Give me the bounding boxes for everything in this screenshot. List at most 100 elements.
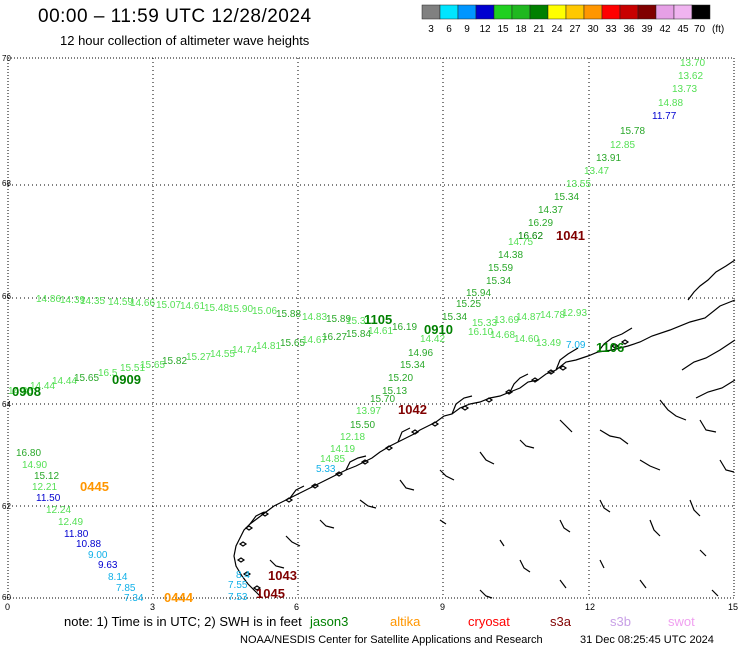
wave-height-reading: 15.59	[488, 263, 513, 274]
track-id-label: 1106	[596, 340, 624, 355]
track-id-label: 1105	[364, 312, 392, 327]
coastline-segment	[519, 559, 531, 573]
wave-height-reading: 7.55	[228, 580, 248, 591]
wave-height-reading: 12.24	[46, 505, 71, 516]
lat-tick-label: 70	[2, 54, 11, 63]
wave-height-reading: 14.86	[36, 294, 61, 305]
scale-tick-labels: 3 6 9 12 15 18 21 24 27 30 33 36 39 42 45 70 (ft)	[428, 24, 724, 35]
generated-timestamp: 31 Dec 08:25:45 UTC 2024	[580, 634, 714, 646]
coastline-segment	[249, 511, 265, 525]
wave-height-reading: 13.62	[678, 71, 703, 82]
wave-height-reading: 14.37	[538, 205, 563, 216]
lat-tick-label: 64	[2, 400, 11, 409]
coastline-segment	[397, 427, 411, 443]
coastline-segment	[479, 589, 493, 599]
legend-item-altika: altika	[390, 614, 421, 629]
coastline-segment	[519, 439, 535, 449]
wave-height-reading: 14.59	[108, 297, 133, 308]
wave-height-reading: 12.49	[58, 517, 83, 528]
scale-tick-label: 70	[694, 24, 706, 35]
island-shape	[242, 571, 252, 577]
wave-height-reading: 14.44	[30, 381, 55, 392]
wave-height-color-scale: 3 6 9 12 15 18 21 24 27 30 33 36 39 42 45 70 (ft)	[421, 4, 724, 35]
island-shape	[384, 445, 394, 451]
island-shape	[558, 365, 568, 371]
wave-height-reading: 14.85	[320, 454, 345, 465]
wave-height-reading: 15.12	[34, 471, 59, 482]
coastline-segment	[359, 499, 377, 509]
wave-height-reading: 14.67	[302, 335, 327, 346]
coastline-segment	[599, 499, 611, 513]
wave-height-reading: 11.50	[36, 493, 61, 504]
scale-tick-label: 6	[446, 24, 452, 35]
wave-height-reading: 13.55	[566, 179, 591, 190]
island-shape	[484, 397, 494, 403]
coastline-segment	[559, 579, 567, 589]
wave-height-reading: 14.74	[232, 345, 257, 356]
wave-height-reading: 15.34	[554, 192, 579, 203]
island-shape	[334, 471, 344, 477]
wave-height-reading: 16.5	[98, 368, 118, 379]
coastline-segment	[479, 451, 495, 465]
lat-tick-label: 62	[2, 502, 11, 511]
legend-item-swot: swot	[668, 614, 695, 629]
coastline-segment	[711, 589, 719, 597]
scale-tick-label: 39	[641, 24, 653, 35]
wave-height-reading: 15.89	[326, 314, 351, 325]
wave-height-reading: 10.88	[76, 539, 101, 550]
page-subtitle: 12 hour collection of altimeter wave hei…	[60, 33, 310, 48]
scale-tick-label: 9	[464, 24, 470, 35]
scale-tick-label: 18	[515, 24, 527, 35]
wave-height-reading: 14.60	[514, 334, 539, 345]
island-shape	[430, 421, 440, 427]
wave-height-reading: 15.65	[140, 360, 165, 371]
wave-height-reading: 14.88	[658, 98, 683, 109]
lat-tick-label: 68	[2, 179, 11, 188]
wave-height-reading: 15.34	[486, 276, 511, 287]
wave-height-reading: 16.62	[518, 231, 543, 242]
track-id-labels: 0908 0909 1105 0910 1106 1041 1042 1043 1045 0445…	[12, 228, 624, 605]
wave-height-reading: 13.97	[356, 406, 381, 417]
wave-height-reading: 16.27	[322, 332, 347, 343]
wave-height-reading: 15.25	[456, 299, 481, 310]
wave-height-reading: 14.78	[540, 310, 565, 321]
coastline-segment	[439, 469, 455, 481]
wave-height-reading: 5.33	[316, 464, 336, 475]
wave-height-reading: 14.61	[180, 301, 205, 312]
coastline-segment	[639, 579, 647, 589]
scale-tick-label: 3	[428, 24, 434, 35]
wave-height-reading: 15.27	[186, 352, 211, 363]
island-shape	[284, 497, 294, 503]
track-id-label: 1043	[268, 568, 297, 583]
scale-tick-label: 42	[659, 24, 671, 35]
wave-height-reading: 12.18	[340, 432, 365, 443]
wave-height-reading: 15.06	[252, 306, 277, 317]
wave-height-reading: 15.78	[620, 126, 645, 137]
coastline-segment	[319, 519, 335, 529]
wave-height-reading: 7.53	[228, 592, 248, 603]
island-shape	[360, 459, 370, 465]
island-shape	[530, 377, 540, 383]
coastline-segment	[439, 519, 447, 525]
track-id-label: 0444	[164, 590, 194, 605]
wave-height-reading: 14.81	[256, 341, 281, 352]
legend-item-cryosat: cryosat	[468, 614, 510, 629]
wave-height-reading: 14.38	[498, 250, 523, 261]
wave-height-reading: 13.70	[680, 58, 705, 69]
scale-tick-label: 33	[605, 24, 617, 35]
island-shape	[238, 541, 248, 547]
wave-height-reading: 14.90	[22, 460, 47, 471]
track-id-label: 0445	[80, 479, 109, 494]
track-id-label: 0909	[112, 372, 141, 387]
wave-height-reading: 15.13	[382, 386, 407, 397]
coastline-segment	[695, 379, 736, 399]
wave-height-reading: 14.68	[490, 330, 515, 341]
wave-height-reading: 15.84	[346, 329, 371, 340]
island-shape	[460, 405, 470, 411]
axis-tick-labels: 70 68 66 64 62 600 3 6 9 12 15	[2, 54, 738, 612]
lat-tick-label: 66	[2, 292, 11, 301]
scale-color-boxes	[421, 4, 711, 20]
coastline-segment	[269, 559, 285, 569]
wave-height-reading: 14.39	[60, 295, 85, 306]
wave-height-reading: 15.31	[346, 316, 371, 327]
